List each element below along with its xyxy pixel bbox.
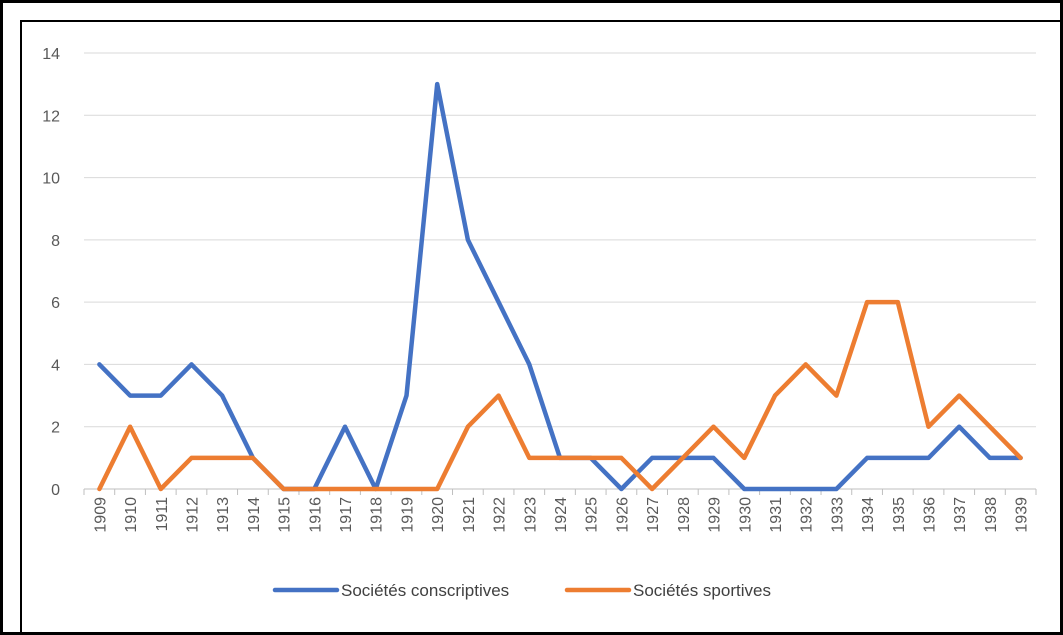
- x-tick-label: 1924: [553, 497, 570, 533]
- x-tick-label: 1927: [645, 497, 662, 533]
- x-tick-label: 1916: [307, 497, 324, 533]
- y-tick-label: 2: [51, 420, 60, 437]
- x-tick-label: 1918: [369, 497, 386, 533]
- y-axis-ticks: 0 2 4 6 8 10 12 14: [42, 46, 60, 499]
- x-tick-label: 1931: [768, 497, 785, 533]
- series-lines: [97, 81, 1023, 492]
- x-tick-label: 1929: [707, 497, 724, 533]
- x-tick-label: 1922: [492, 497, 509, 533]
- x-tick-label: 1910: [123, 497, 140, 533]
- x-tick-label: 1932: [799, 497, 816, 533]
- y-tick-label: 10: [42, 171, 60, 188]
- x-tick-label: 1930: [737, 497, 754, 533]
- x-tick-label: 1915: [277, 497, 294, 533]
- x-tick-label: 1935: [891, 497, 908, 533]
- x-tick-label: 1928: [676, 497, 693, 533]
- x-axis-ticks: 1909 1910 1911 1912 1913 1914 1915 1916 1917 1918…: [92, 497, 1030, 533]
- y-tick-label: 6: [51, 295, 60, 312]
- series-line-1: [97, 299, 1023, 492]
- x-tick-label: 1933: [829, 497, 846, 533]
- x-tick-label: 1917: [338, 497, 355, 533]
- y-tick-label: 12: [42, 108, 60, 125]
- y-tick-label: 14: [42, 46, 60, 63]
- x-tick-label: 1925: [584, 497, 601, 533]
- x-tick-label: 1938: [983, 497, 1000, 533]
- gridlines: [84, 52, 1036, 428]
- x-tick-label: 1914: [246, 497, 263, 533]
- legend: Sociétés conscriptives Sociétés sportives: [272, 581, 771, 600]
- x-tick-label: 1937: [952, 497, 969, 533]
- y-tick-label: 8: [51, 233, 60, 250]
- x-tick-label: 1919: [399, 497, 416, 533]
- x-tick-label: 1936: [922, 497, 939, 533]
- series-line-0: [97, 81, 1023, 492]
- x-axis: [83, 488, 1037, 495]
- x-tick-label: 1926: [614, 497, 631, 533]
- legend-label: Sociétés sportives: [633, 581, 771, 600]
- x-tick-label: 1912: [184, 497, 201, 533]
- x-tick-label: 1909: [92, 497, 109, 533]
- x-tick-label: 1921: [461, 497, 478, 533]
- x-tick-label: 1920: [430, 497, 447, 533]
- chart-area: [20, 20, 1060, 632]
- x-tick-label: 1913: [215, 497, 232, 533]
- x-tick-label: 1923: [522, 497, 539, 533]
- y-tick-label: 0: [51, 482, 60, 499]
- x-tick-label: 1911: [154, 497, 171, 532]
- x-tick-label: 1934: [860, 497, 877, 533]
- y-tick-label: 4: [51, 357, 60, 374]
- legend-label: Sociétés conscriptives: [341, 581, 509, 600]
- x-tick-label: 1939: [1014, 497, 1031, 533]
